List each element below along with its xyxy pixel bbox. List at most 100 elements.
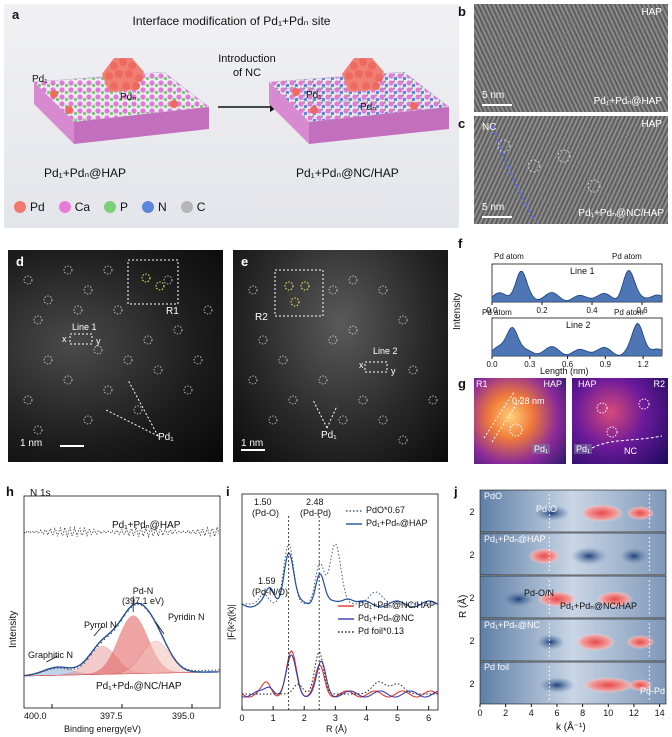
atom-ring bbox=[133, 405, 143, 415]
h-raw-point bbox=[87, 658, 89, 660]
panel-label-e: e bbox=[241, 254, 249, 269]
h-raw-point bbox=[161, 634, 163, 636]
j-tick-label: 4 bbox=[529, 708, 534, 718]
atom-ring bbox=[63, 375, 73, 385]
pd1-label-d: Pd₁ bbox=[158, 432, 174, 443]
j-ytick-label: 2 bbox=[469, 550, 474, 560]
atom-ring bbox=[183, 385, 193, 395]
h-raw-point bbox=[184, 667, 186, 670]
j-wavelet-lobe bbox=[619, 548, 648, 565]
panel-label-d: d bbox=[16, 254, 24, 269]
h-peak-main-line2: (397.1 eV) bbox=[122, 596, 165, 606]
j-wavelet-lobe bbox=[528, 548, 561, 565]
atom-ring bbox=[318, 375, 328, 385]
legend-c: C bbox=[196, 200, 206, 214]
atom-ring bbox=[103, 385, 113, 395]
atom-ring bbox=[378, 415, 388, 425]
panel-label-a: a bbox=[12, 7, 20, 22]
atom-ring bbox=[428, 395, 438, 405]
p-legend-dot bbox=[104, 201, 117, 213]
right-caption: Pd₁+Pdₙ@NC/HAP bbox=[296, 166, 399, 180]
j-tick-label: 14 bbox=[655, 708, 665, 718]
h-pyridin-arrow bbox=[155, 621, 165, 635]
atom-ring bbox=[173, 325, 183, 335]
scale-bar-d: 1 nm bbox=[20, 438, 43, 449]
h-raw-point bbox=[114, 629, 116, 631]
atom-ring bbox=[258, 335, 268, 345]
atom-ring bbox=[43, 295, 53, 305]
atom-ring bbox=[338, 415, 348, 425]
atom-ring bbox=[153, 365, 163, 375]
f-tick-label: 0.3 bbox=[524, 360, 536, 369]
panel-d-stem: d R1 Line 1 x y Pd₁ 1 nm bbox=[8, 250, 223, 462]
h-raw-point bbox=[43, 670, 45, 672]
j-tick-label: 6 bbox=[554, 708, 559, 718]
i-ann-159: 1.59 bbox=[258, 576, 276, 586]
f-tick-label: 0.9 bbox=[600, 360, 612, 369]
i-curve-hap bbox=[241, 552, 439, 608]
h-tick-1: 397.5 bbox=[100, 711, 123, 721]
i-tick-label: 6 bbox=[426, 713, 431, 723]
g-right-nc: NC bbox=[624, 446, 637, 456]
h-raw-point bbox=[33, 673, 35, 675]
atom-ring bbox=[328, 335, 338, 345]
f1-line-name: Line 1 bbox=[570, 266, 595, 276]
f-profile-fill bbox=[492, 323, 662, 356]
i-ylabel: |F(k²χ(k)| bbox=[226, 604, 236, 640]
i-tick-label: 5 bbox=[395, 713, 400, 723]
atom-ring bbox=[248, 285, 258, 295]
panel-label-h: h bbox=[6, 484, 14, 499]
h-raw-point bbox=[117, 625, 119, 627]
j-tick-label: 2 bbox=[503, 708, 508, 718]
j-ytick-label: 2 bbox=[469, 679, 474, 689]
i-legend-foil: Pd foil*0.13 bbox=[358, 626, 405, 636]
h-title: N 1s bbox=[30, 488, 51, 499]
atom-ring bbox=[378, 285, 388, 295]
h-raw-point bbox=[218, 669, 220, 671]
j-wavelet-lobe bbox=[538, 677, 575, 694]
legend-n: N bbox=[158, 200, 167, 214]
j-wavelet-lobe bbox=[628, 679, 653, 692]
j-wavelet-lobe bbox=[536, 591, 577, 608]
h-raw-point bbox=[140, 604, 143, 607]
panel-i-ft-exafs: 0 1 2 3 4 5 6 bbox=[239, 493, 439, 723]
h-ylabel: Intensity bbox=[8, 610, 19, 648]
atom-ring bbox=[33, 315, 43, 325]
i-xlabel: R (Å) bbox=[326, 724, 347, 734]
h-raw-point bbox=[204, 669, 207, 672]
line2-label: Line 2 bbox=[373, 346, 398, 356]
region-r1: R1 bbox=[166, 306, 179, 317]
panel-b-tem: HAP 5 nm Pd₁+Pdₙ@HAP bbox=[474, 4, 668, 112]
h-raw-point bbox=[134, 604, 136, 606]
j-wavelet-lobe bbox=[582, 677, 635, 694]
panel-a: a Interface modification of Pd₁+Pdₙ site… bbox=[4, 4, 459, 228]
h-raw-point bbox=[127, 610, 129, 612]
atom-ring bbox=[358, 395, 368, 405]
atom-ring bbox=[23, 275, 33, 285]
panel-g-left-map: R1 HAP 0.28 nm Pd₁ bbox=[474, 378, 566, 464]
y-marker-d: y bbox=[96, 336, 101, 346]
legend-p: P bbox=[120, 200, 129, 214]
h-top-sample: Pd₁+Pdₙ@HAP bbox=[112, 520, 181, 531]
i-curve-foil bbox=[242, 651, 438, 695]
f2-peak-left: Pd atom bbox=[482, 308, 512, 317]
h-raw-point bbox=[174, 658, 176, 661]
j-ytick-label: 2 bbox=[469, 507, 474, 517]
right-pdn-label: Pdₙ bbox=[360, 102, 377, 113]
h-pyrrol: Pyrrol N bbox=[84, 620, 117, 630]
atom-ring bbox=[248, 375, 258, 385]
h-component-peak bbox=[23, 615, 221, 677]
h-pyridin: Pyridin N bbox=[168, 612, 205, 622]
h-raw-point bbox=[26, 674, 29, 676]
i-legend-hap: Pd₁+Pdₙ@HAP bbox=[366, 518, 428, 528]
panel-g-right-map: HAP R2 Pd₁ NC bbox=[572, 378, 668, 464]
h-raw-point bbox=[97, 645, 99, 647]
legend-ca: Ca bbox=[74, 200, 91, 214]
panel-a-title: Interface modification of Pd₁+Pdₙ site bbox=[132, 14, 331, 28]
i-ann-150: 1.50 bbox=[254, 497, 272, 507]
h-raw-point bbox=[201, 669, 203, 672]
hap-slab-left bbox=[33, 58, 210, 144]
nc-hap-slab-right bbox=[268, 58, 450, 144]
h-raw-point bbox=[144, 607, 146, 609]
h-raw-point bbox=[157, 627, 160, 630]
